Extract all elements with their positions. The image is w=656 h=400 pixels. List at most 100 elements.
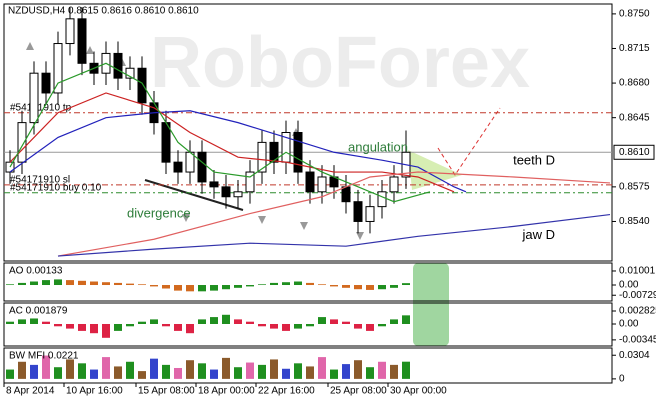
indicator-bar (186, 323, 194, 334)
panel-frame (3, 3, 613, 262)
indicator-bar (150, 319, 158, 324)
indicator-line (9, 110, 467, 193)
indicator-bar (114, 282, 122, 286)
indicator-bar (378, 361, 386, 379)
indicator-bar (198, 285, 206, 292)
indicator-bar (126, 283, 134, 286)
panel-frame (3, 302, 613, 347)
indicator-bar (66, 323, 74, 329)
indicator-bar (18, 319, 26, 324)
indicator-bar (258, 323, 266, 327)
line-label: jaw D (521, 227, 555, 242)
indicator-bar (174, 367, 182, 379)
indicator-bar (222, 314, 230, 324)
candle-body (389, 176, 399, 193)
indicator-bar (138, 321, 146, 324)
indicator-line (9, 62, 431, 203)
candle-body (137, 67, 147, 104)
indicator-bar (222, 285, 230, 290)
indicator-bar (150, 285, 158, 287)
indicator-bar (66, 280, 74, 286)
candle-body (245, 171, 255, 193)
indicator-bar (330, 319, 338, 324)
x-tick-label: 30 Apr 00:00 (390, 386, 447, 397)
indicator-bar (78, 280, 86, 286)
indicator-bar (318, 357, 326, 379)
y-tick-label: 0.0304 (619, 350, 650, 361)
indicator-bar (402, 315, 410, 324)
indicator-bar (138, 284, 146, 286)
y-tick-label: 0.8680 (619, 78, 650, 89)
indicator-bar (282, 368, 290, 379)
indicator-bar (30, 364, 38, 379)
indicator-bar (186, 285, 194, 292)
candle-body (113, 52, 123, 79)
indicator-bar (102, 282, 110, 286)
indicator-bar (210, 369, 218, 379)
indicator-bar (306, 323, 314, 327)
indicator-bar (330, 369, 338, 379)
candle-body (29, 72, 39, 124)
y-tick-label: 0.8715 (619, 43, 650, 54)
x-tick-label: 18 Apr 00:00 (198, 386, 255, 397)
candle-body (53, 43, 63, 94)
y-tick-label: 0.002825 (619, 306, 656, 317)
indicator-line (57, 213, 611, 257)
current-price-label: 0.8610 (619, 147, 650, 158)
candle-body (17, 122, 27, 163)
candle-body (377, 191, 387, 208)
indicator-line (9, 92, 455, 193)
indicator-bar (270, 359, 278, 379)
indicator-bar (174, 285, 182, 291)
indicator-bar (246, 321, 254, 324)
candle-body (173, 161, 183, 173)
indicator-bar (258, 284, 266, 286)
indicator-bar (282, 282, 290, 286)
annotation: divergence (127, 205, 191, 220)
y-tick-label: 0.00 (619, 280, 639, 291)
indicator-bar (306, 366, 314, 379)
order-label: #54171910 sl (10, 175, 70, 186)
indicator-bar (294, 363, 302, 379)
indicator-bar (114, 323, 122, 331)
indicator-bar (90, 323, 98, 334)
indicator-title: AC 0.001879 (9, 306, 68, 317)
candle-body (65, 18, 75, 45)
indicator-bar (78, 363, 86, 379)
x-tick-label: 15 Apr 08:00 (138, 386, 195, 397)
x-tick-label: 8 Apr 2014 (6, 386, 55, 397)
indicator-bar (270, 323, 278, 329)
indicator-bar (234, 319, 242, 324)
candle-body (365, 206, 375, 222)
indicator-bar (342, 364, 350, 379)
indicator-bar (282, 323, 290, 331)
indicator-bar (198, 319, 206, 324)
candle-body (125, 67, 135, 79)
indicator-bar (54, 279, 62, 286)
indicator-bar (102, 323, 110, 338)
indicator-bar (390, 319, 398, 324)
forecast-arrow (437, 107, 501, 176)
line-label: teeth D (513, 152, 555, 167)
y-tick-label: 0.01001 (619, 266, 656, 277)
angulation-zone (408, 150, 462, 190)
indicator-bar (366, 285, 374, 290)
x-tick-label: 10 Apr 16:00 (66, 386, 123, 397)
indicator-bar (186, 360, 194, 379)
indicator-bar (402, 283, 410, 286)
indicator-bar (354, 285, 362, 290)
indicator-bar (234, 367, 242, 379)
indicator-bar (90, 369, 98, 379)
indicator-bar (54, 367, 62, 379)
indicator-bar (138, 371, 146, 379)
highlight-zone (413, 263, 449, 346)
indicator-bar (210, 317, 218, 324)
indicator-line (57, 171, 611, 257)
watermark: RoboForex (150, 23, 530, 103)
candle-body (305, 171, 315, 193)
candle-body (209, 181, 219, 188)
indicator-bar (246, 285, 254, 287)
indicator-bar (6, 369, 14, 379)
indicator-bar (270, 282, 278, 286)
